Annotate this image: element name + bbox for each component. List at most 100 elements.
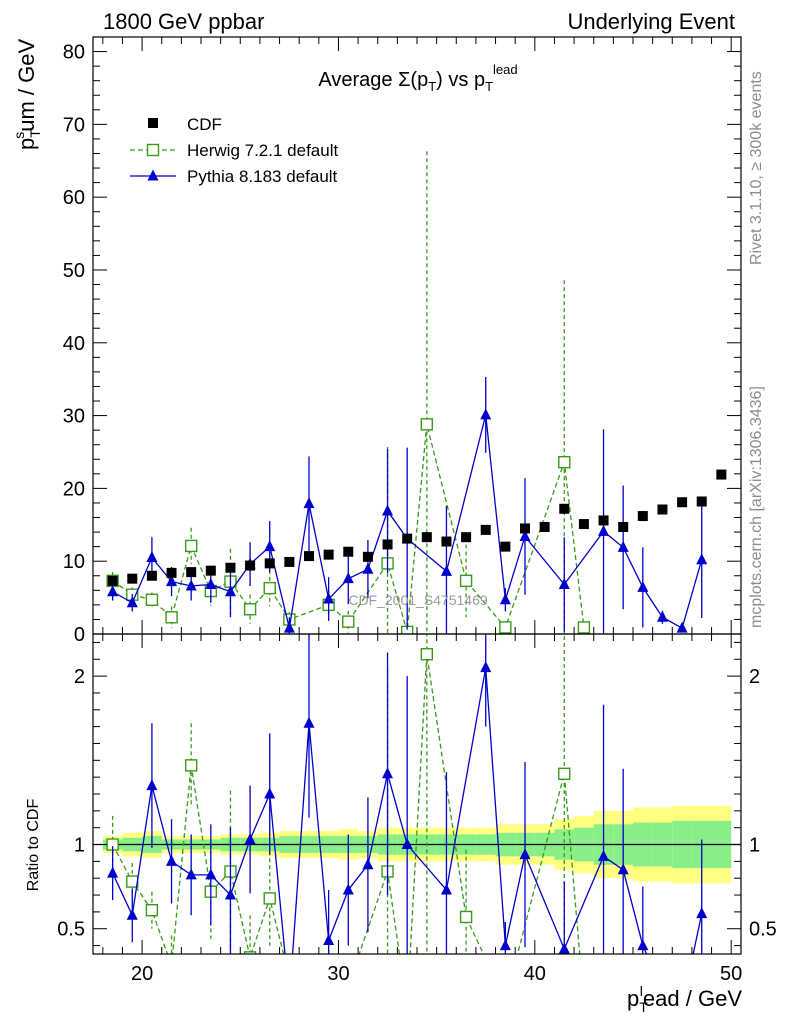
cdf-point — [657, 504, 668, 515]
pythia-point — [617, 540, 629, 552]
x-tick-label: 20 — [131, 963, 153, 985]
y-tick-label: 20 — [63, 478, 85, 500]
pythia-ratio-point — [284, 993, 295, 1004]
pythia-ratio-point — [244, 832, 256, 844]
cdf-point — [578, 519, 589, 530]
pythia-point — [185, 579, 197, 591]
pythia-ratio-point — [598, 849, 610, 861]
pythia-ratio-point — [362, 858, 374, 870]
cdf-point — [186, 567, 197, 578]
pythia-point — [598, 524, 610, 536]
herwig-point — [145, 593, 159, 606]
pythia-point — [107, 585, 119, 597]
pythia-ratio-point — [617, 863, 629, 875]
herwig-ratio-point — [166, 960, 177, 971]
y-tick-label: 30 — [63, 406, 85, 428]
chart-title: Average Σ(pT) vs pTlead — [318, 62, 517, 94]
pythia-ratio-point — [146, 779, 158, 791]
cdf-point — [637, 511, 648, 522]
y-tick-label: 50 — [63, 260, 85, 282]
legend-cdf-label: CDF — [187, 115, 222, 134]
pythia-ratio-point — [382, 767, 394, 779]
pythia-ratio-point — [480, 661, 492, 673]
ratio-y-tick-label-right: 2 — [749, 666, 760, 688]
y-tick-label: 10 — [63, 551, 85, 573]
ratio-axes: 20 30 40 50 0.5 0.5 1 1 2 2 — [57, 633, 777, 985]
pythia-ratio-point — [637, 939, 649, 951]
legend-cdf-marker — [148, 118, 158, 128]
pythia-point — [696, 553, 708, 565]
pythia-point — [264, 540, 276, 552]
cdf-point — [362, 551, 373, 562]
cdf-point — [264, 558, 275, 569]
cdf-point — [461, 532, 472, 543]
legend-herwig-marker — [146, 143, 160, 157]
cdf-point — [677, 497, 688, 508]
header-left: 1800 GeV ppbar — [103, 9, 264, 34]
pythia-point — [283, 621, 295, 633]
pythia-point — [146, 551, 158, 563]
pythia-point — [205, 577, 217, 589]
herwig-ratio-point — [184, 759, 198, 772]
x-tick-label: 50 — [720, 963, 742, 985]
y-tick-label: 40 — [63, 333, 85, 355]
herwig-point — [420, 418, 434, 431]
pythia-point — [323, 592, 335, 604]
mcplots-label: mcplots.cern.ch [arXiv:1306.3436] — [748, 386, 765, 628]
pythia-point — [126, 596, 138, 608]
pythia-ratio-point — [696, 907, 708, 919]
pythia-ratio-point — [440, 883, 452, 895]
x-tick-label: 40 — [524, 963, 546, 985]
cdf-point — [284, 556, 295, 567]
pythia-ratio-point — [401, 838, 413, 850]
pythia-point — [342, 572, 354, 584]
herwig-point — [577, 621, 591, 634]
cdf-point — [304, 551, 314, 562]
legend-pythia-label: Pythia 8.183 default — [187, 167, 338, 186]
cdf-point — [500, 541, 511, 552]
ratio-y-tick-label-right: 0.5 — [749, 919, 777, 941]
pythia-ratio-point — [323, 934, 335, 946]
header-right: Underlying Event — [567, 9, 735, 34]
herwig-point — [263, 581, 276, 595]
pythia-point — [519, 529, 531, 541]
herwig-ratio-point — [284, 972, 295, 983]
ratio-y-axis-label: Ratio to CDF — [25, 799, 42, 892]
ratio-y-tick-label-right: 1 — [749, 835, 760, 857]
y-axis-label: pTsum / GeV — [11, 39, 43, 150]
pythia-ratio-point — [519, 848, 531, 860]
herwig-ratio-point — [578, 997, 589, 1008]
pythia-point — [676, 621, 688, 633]
herwig-ratio-point — [145, 904, 159, 917]
watermark: CDF_2001_S4751469 — [348, 592, 488, 608]
herwig-point — [499, 621, 512, 634]
cdf-point — [127, 573, 138, 584]
herwig-point — [558, 455, 571, 469]
pythia-point — [480, 408, 492, 420]
pythia-point — [637, 580, 649, 592]
legend-pythia-marker — [147, 169, 159, 181]
cdf-point — [716, 469, 727, 480]
pythia-ratio-point — [303, 716, 315, 728]
herwig-point — [342, 615, 355, 628]
cdf-point — [225, 562, 236, 573]
cdf-point — [480, 524, 491, 535]
cdf-point — [245, 560, 256, 571]
pythia-ratio-point — [166, 854, 178, 866]
pythia-ratio-point — [224, 888, 236, 900]
pythia-ratio-point — [107, 866, 119, 878]
y-tick-label: 0 — [74, 624, 85, 646]
cdf-point — [205, 565, 216, 576]
herwig-ratio-point — [402, 1002, 413, 1013]
pythia-ratio-point — [342, 883, 354, 895]
herwig-ratio-point — [243, 951, 257, 954]
ratio-frame — [92, 633, 742, 955]
main-axes: 0 10 20 30 40 50 60 70 80 — [63, 36, 742, 646]
cdf-point — [598, 515, 609, 526]
herwig-ratio-point — [500, 996, 511, 1007]
cdf-point — [343, 546, 354, 557]
herwig-point — [243, 603, 257, 616]
cdf-point — [166, 567, 177, 578]
pythia-point — [362, 562, 374, 574]
